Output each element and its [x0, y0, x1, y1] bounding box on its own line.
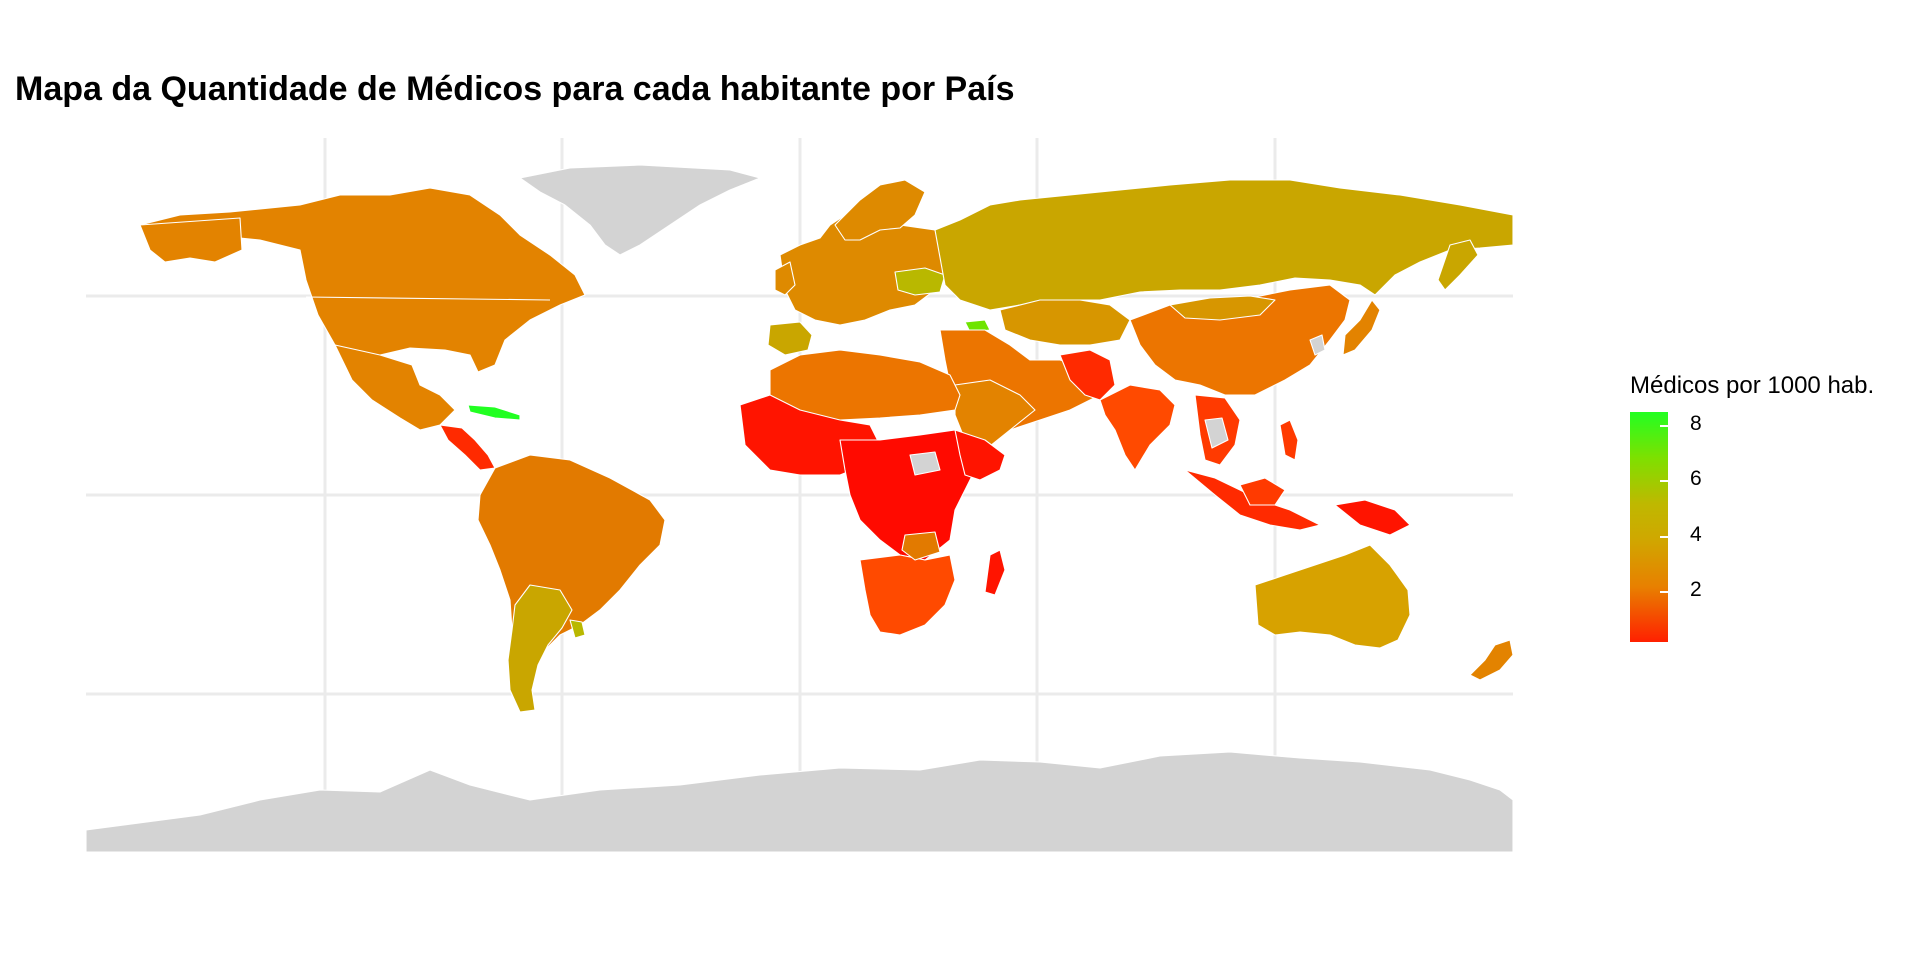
region-india [1099, 384, 1176, 471]
legend-tick-label: 2 [1690, 578, 1702, 601]
legend-title: Médicos por 1000 hab. [1630, 372, 1875, 399]
region-mongolia [1169, 295, 1276, 321]
region-belarus-lithuania [894, 267, 946, 296]
region-argentina [507, 584, 573, 713]
legend-tick-label: 6 [1690, 467, 1702, 490]
legend-tick-label: 4 [1690, 523, 1702, 546]
border-us-canada [305, 296, 551, 301]
region-kamchatka [1437, 239, 1479, 291]
region-mexico [334, 344, 456, 431]
region-zambia [901, 531, 941, 561]
region-korea [1309, 334, 1326, 356]
legend-colorbar [1630, 412, 1668, 642]
region-laos-cambodia [1204, 417, 1229, 449]
region-cuba [467, 404, 521, 421]
region-papua [1334, 499, 1411, 536]
region-australia [1254, 544, 1411, 649]
region-philippines [1279, 419, 1299, 461]
region-georgia [964, 319, 991, 333]
region-iberia [767, 321, 813, 356]
region-central-america [439, 424, 496, 471]
region-kazakhstan [999, 299, 1131, 346]
region-southern-africa [859, 554, 956, 636]
region-uk [774, 261, 796, 296]
region-arabia [954, 379, 1036, 451]
legend-tick-mark [1660, 536, 1668, 538]
chart-title: Mapa da Quantidade de Médicos para cada … [15, 70, 1015, 108]
region-south-america [477, 454, 666, 713]
region-north-america [139, 187, 586, 373]
region-uruguay [569, 619, 586, 639]
region-afghanistan-pakistan [1059, 349, 1116, 401]
region-south-sudan [909, 451, 941, 476]
region-greenland [519, 164, 761, 256]
region-scandinavia [834, 179, 926, 241]
region-new-zealand [1469, 639, 1514, 681]
region-russia [934, 179, 1514, 311]
legend-tick-mark [1660, 480, 1668, 482]
legend-tick-mark [1660, 425, 1668, 427]
region-horn-of-africa [954, 429, 1006, 481]
region-madagascar [984, 549, 1006, 596]
region-central-africa [839, 429, 986, 561]
legend-tick-label: 8 [1690, 412, 1702, 435]
region-alaska [139, 217, 243, 263]
region-japan [1342, 299, 1381, 356]
legend-tick-mark [1660, 591, 1668, 593]
region-antarctica [85, 751, 1514, 853]
region-borneo [1239, 477, 1286, 506]
